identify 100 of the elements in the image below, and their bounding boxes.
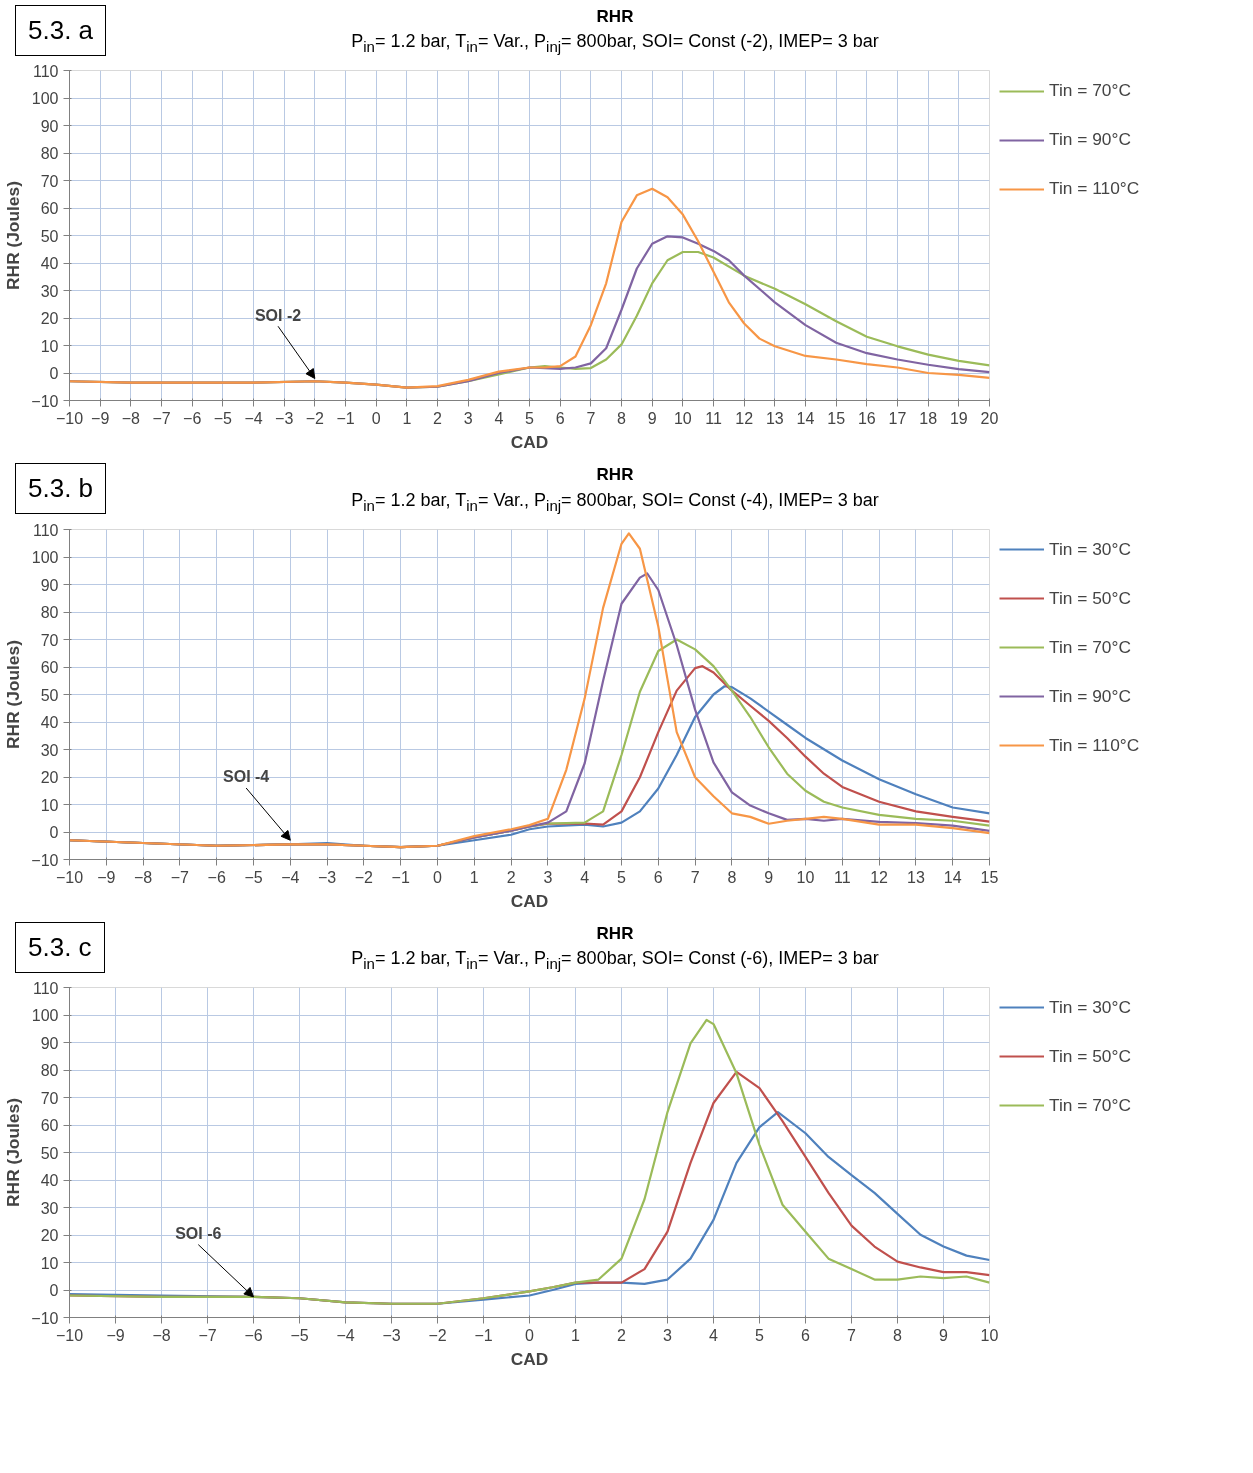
line-series (69, 187, 990, 389)
x-axis-title: CAD (510, 431, 549, 452)
text: 5.3. c (15, 921, 105, 973)
x-tick-label: −4 (244, 409, 263, 427)
y-tick-label: 110 (32, 521, 59, 539)
y-tick-label: 20 (40, 310, 59, 328)
x-tick-label: −8 (152, 1326, 171, 1344)
x-tick-label: −3 (317, 868, 337, 886)
y-axis-title: RHR (Joules) (3, 639, 24, 749)
x-tick-label: 11 (834, 868, 851, 886)
x-tick-label: 0 (371, 409, 381, 427)
x-tick-label: 14 (796, 409, 815, 427)
y-tick-label: 80 (40, 1061, 59, 1079)
x-tick-label: 3 (543, 868, 553, 886)
y-tick-label: 20 (40, 1226, 59, 1244)
x-tick-label: −5 (244, 868, 263, 886)
x-tick-label: −2 (305, 409, 325, 427)
y-tick-label: 40 (40, 255, 59, 273)
x-tick-label: 9 (939, 1326, 949, 1344)
x-tick-label: 13 (907, 868, 925, 886)
chart-subtitle: P$_{in}$= 1.2 bar, T$_{in}$= Var., P$_{inj}$= 800bar, SOI= Const (-2), IMEP= 3 bar (351, 30, 879, 57)
y-tick-label: 10 (40, 1254, 59, 1272)
y-tick-label: 20 (40, 768, 59, 786)
x-tick-label: −4 (336, 1326, 355, 1344)
y-tick-label: 0 (49, 823, 59, 841)
x-tick-label: −4 (281, 868, 300, 886)
x-tick-label: 3 (663, 1326, 673, 1344)
x-tick-label: −2 (354, 868, 374, 886)
x-tick-label: 6 (555, 409, 565, 427)
x-tick-label: −7 (170, 868, 190, 886)
chart-subtitle: P$_{in}$= 1.2 bar, T$_{in}$= Var., P$_{inj}$= 800bar, SOI= Const (-6), IMEP= 3 bar (351, 946, 879, 974)
legend-label: Tin = 110°C (1049, 734, 1140, 756)
x-tick-label: −9 (106, 1326, 125, 1344)
x-tick-label: −2 (428, 1326, 447, 1344)
legend-label: Tin = 110°C (1049, 178, 1140, 200)
x-tick-label: 2 (617, 1326, 627, 1344)
y-tick-label: 0 (49, 365, 59, 383)
x-tick-label: −5 (290, 1326, 309, 1344)
legend-label: Tin = 90°C (1049, 129, 1131, 151)
y-tick-label: 70 (40, 1089, 59, 1107)
chart-title: RHR (595, 922, 635, 945)
x-tick-label: 10 (980, 1326, 999, 1344)
x-tick-label: 6 (801, 1326, 811, 1344)
y-axis-title: RHR (Joules) (3, 1097, 24, 1207)
legend-label: Tin = 30°C (1049, 538, 1131, 560)
x-tick-label: 10 (673, 409, 692, 427)
annotation: SOI -4 (223, 767, 270, 785)
x-tick-label: 8 (727, 868, 737, 886)
x-tick-label: −9 (97, 868, 116, 886)
y-tick-label: 90 (40, 117, 59, 135)
y-tick-label: 30 (40, 282, 59, 300)
y-tick-label: 100 (31, 1006, 59, 1024)
x-tick-label: 5 (525, 409, 535, 427)
legend-label: Tin = 90°C (1049, 685, 1131, 707)
y-tick-label: 30 (40, 1199, 59, 1217)
y-tick-label: 50 (40, 686, 59, 704)
x-tick-label: −7 (152, 409, 171, 427)
x-tick-label: −8 (133, 868, 153, 886)
y-tick-label: −10 (31, 1309, 59, 1327)
legend-label: Tin = 50°C (1049, 1045, 1131, 1067)
y-tick-label: 10 (40, 796, 59, 814)
x-tick-label: −6 (207, 868, 226, 886)
x-tick-label: 11 (705, 409, 722, 427)
x-tick-label: 6 (653, 868, 663, 886)
x-tick-label: −7 (198, 1326, 217, 1344)
chart-title: RHR (595, 6, 635, 28)
chart-subtitle: P$_{in}$= 1.2 bar, T$_{in}$= Var., P$_{inj}$= 800bar, SOI= Const (-4), IMEP= 3 bar (351, 488, 879, 516)
x-tick-label: −3 (382, 1326, 401, 1344)
y-tick-label: 50 (40, 227, 59, 245)
y-tick-label: 0 (49, 1281, 59, 1299)
x-tick-label: 8 (893, 1326, 903, 1344)
y-tick-label: 60 (40, 658, 59, 676)
y-tick-label: 10 (40, 337, 59, 355)
x-tick-label: 4 (709, 1326, 719, 1344)
x-axis-title: CAD (510, 1348, 549, 1369)
x-tick-label: 9 (647, 409, 657, 427)
y-tick-label: 70 (40, 631, 59, 649)
x-tick-label: 14 (943, 868, 962, 886)
x-tick-label: 16 (857, 409, 876, 427)
x-tick-label: −3 (275, 409, 294, 427)
x-tick-label: 5 (617, 868, 627, 886)
x-tick-label: 1 (402, 409, 412, 427)
x-tick-label: 3 (463, 409, 473, 427)
y-tick-label: 80 (40, 145, 59, 163)
x-tick-label: 10 (796, 868, 815, 886)
y-tick-label: 50 (40, 1144, 59, 1162)
x-tick-label: −1 (474, 1326, 493, 1344)
y-tick-label: 40 (40, 1171, 59, 1189)
y-tick-label: 60 (40, 1116, 59, 1134)
x-tick-label: 1 (469, 868, 479, 886)
y-tick-label: 110 (32, 62, 59, 80)
x-axis-title: CAD (510, 890, 549, 911)
x-tick-label: 9 (764, 868, 774, 886)
x-tick-label: −5 (213, 409, 233, 427)
x-tick-label: 7 (586, 409, 596, 427)
x-tick-label: −6 (183, 409, 202, 427)
y-tick-label: 80 (40, 603, 59, 621)
y-tick-label: 60 (40, 200, 59, 218)
x-tick-label: 5 (755, 1326, 765, 1344)
x-tick-label: −9 (91, 409, 110, 427)
